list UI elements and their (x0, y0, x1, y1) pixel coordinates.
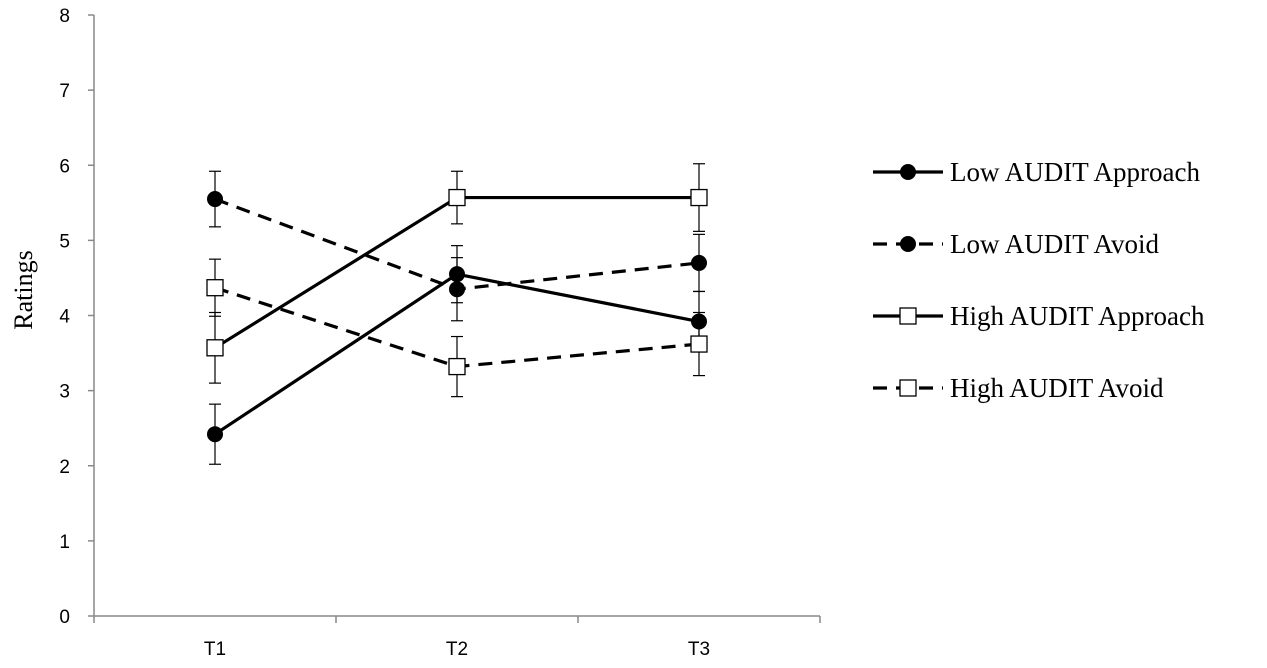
x-tick-label: T2 (446, 639, 468, 660)
y-tick-label: 1 (59, 532, 70, 553)
y-tick-label: 5 (59, 231, 70, 252)
legend-marker (899, 379, 917, 397)
y-tick-label: 2 (59, 457, 70, 478)
data-point (449, 266, 465, 283)
data-point (448, 357, 466, 376)
x-tick-labels: T1 T2 T3 (204, 639, 710, 660)
y-tick-label: 0 (59, 607, 70, 628)
data-point (449, 281, 465, 298)
error-bars (209, 163, 705, 465)
data-point (691, 313, 707, 330)
y-tick-label: 7 (59, 81, 70, 102)
series-markers (206, 188, 708, 443)
y-tick-label: 8 (59, 6, 70, 27)
y-tick-label: 4 (59, 307, 70, 328)
legend-label: High AUDIT Avoid (950, 373, 1164, 403)
legend-marker (900, 164, 916, 180)
y-tick-label: 6 (59, 156, 70, 177)
legend-marker (899, 307, 917, 325)
data-point (691, 254, 707, 271)
data-point (207, 191, 223, 208)
y-axis-label: Ratings (9, 250, 38, 329)
legend-marker (900, 236, 916, 252)
y-tick-labels: 0 1 2 3 4 5 6 7 8 (59, 6, 70, 628)
legend-label: High AUDIT Approach (950, 301, 1205, 331)
legend-label: Low AUDIT Approach (950, 157, 1200, 187)
legend: Low AUDIT Approach Low AUDIT Avoid High AU… (873, 157, 1205, 403)
data-point (690, 335, 708, 353)
x-tick-label: T1 (204, 639, 226, 660)
data-point (206, 279, 224, 297)
legend-label: Low AUDIT Avoid (950, 229, 1159, 259)
data-point (207, 426, 223, 443)
y-tick-label: 3 (59, 382, 70, 403)
data-point (690, 188, 708, 207)
data-point (206, 339, 224, 357)
axes (88, 14, 821, 623)
x-tick-label: T3 (688, 639, 710, 660)
data-point (448, 188, 466, 207)
